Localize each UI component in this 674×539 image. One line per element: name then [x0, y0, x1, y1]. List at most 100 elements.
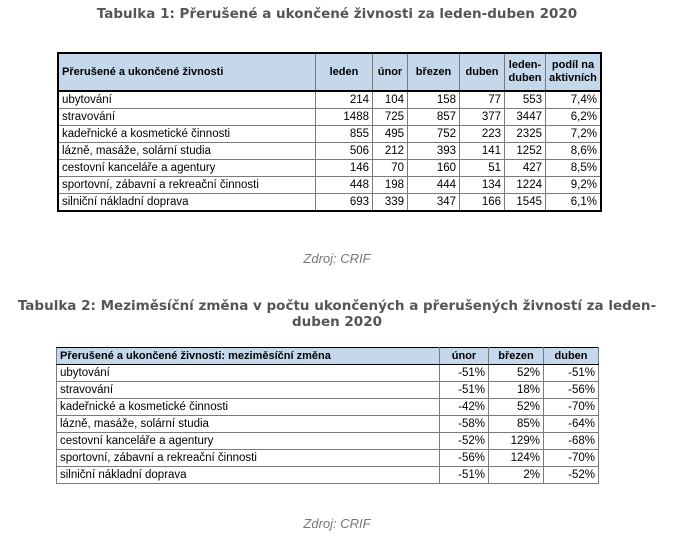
table1-header-share: podíl na aktivních	[545, 52, 602, 92]
table1-cell: 134	[459, 176, 505, 194]
table1-cell-name: sportovní, zábavní a rekreační činnosti	[57, 176, 316, 194]
table1-cell: 553	[504, 90, 546, 109]
table1-cell: 752	[407, 125, 460, 143]
table1-cell-name: silniční nákladní doprava	[57, 193, 316, 212]
table2-cell-name: cestovní kanceláře a agentury	[56, 432, 440, 450]
table-row: sportovní, zábavní a rekreační činnosti …	[56, 449, 599, 467]
table1-cell: 223	[459, 125, 505, 143]
table1-cell: 6,2%	[545, 108, 602, 126]
table-row: silniční nákladní doprava -51% 2% -52%	[56, 466, 599, 484]
table2-cell: -51%	[543, 364, 599, 382]
table1-cell: 1252	[504, 142, 546, 160]
table1-cell: 347	[407, 193, 460, 212]
table2-cell: 52%	[488, 364, 544, 382]
table1-cell-name: ubytování	[57, 90, 316, 109]
table1-cell: 8,5%	[545, 159, 602, 177]
table2-cell: -70%	[543, 398, 599, 416]
table1-cell: 198	[372, 176, 408, 194]
table1-caption: Tabulka 1: Přerušené a ukončené živnosti…	[96, 6, 578, 22]
table1-cell: 1224	[504, 176, 546, 194]
table2-cell-name: lázně, masáže, solární studia	[56, 415, 440, 433]
table1-cell: 70	[372, 159, 408, 177]
table2-cell: -42%	[439, 398, 489, 416]
table1-cell: 7,2%	[545, 125, 602, 143]
table1-cell-name: cestovní kanceláře a agentury	[57, 159, 316, 177]
table2-cell-name: stravování	[56, 381, 440, 399]
table1-cell: 377	[459, 108, 505, 126]
table1-cell: 339	[372, 193, 408, 212]
table1-cell: 506	[315, 142, 373, 160]
table2-header-row: Přerušené a ukončené živnosti: meziměsíč…	[56, 347, 599, 365]
table1-cell: 141	[459, 142, 505, 160]
table1-cell-name: lázně, masáže, solární studia	[57, 142, 316, 160]
table2-source: Zdroj: CRIF	[303, 516, 371, 531]
table2-cell: -52%	[543, 466, 599, 484]
table2-cell: 129%	[488, 432, 544, 450]
table1-cell: 146	[315, 159, 373, 177]
table2-cell-name: ubytování	[56, 364, 440, 382]
table2-header-name: Přerušené a ukončené živnosti: meziměsíč…	[56, 347, 440, 365]
table1-cell: 7,4%	[545, 90, 602, 109]
table1-cell: 6,1%	[545, 193, 602, 212]
table-row: cestovní kanceláře a agentury 146 70 160…	[57, 159, 602, 177]
table1-cell: 1545	[504, 193, 546, 212]
table1: Přerušené a ukončené živnosti leden únor…	[57, 52, 602, 212]
table-row: sportovní, zábavní a rekreační činnosti …	[57, 176, 602, 194]
table1-cell: 51	[459, 159, 505, 177]
table1-header-feb: únor	[372, 52, 408, 92]
table1-cell: 855	[315, 125, 373, 143]
table2-header-apr: duben	[543, 347, 599, 365]
table2-cell-name: silniční nákladní doprava	[56, 466, 440, 484]
table1-cell: 495	[372, 125, 408, 143]
table2-cell: -51%	[439, 364, 489, 382]
table1-cell: 166	[459, 193, 505, 212]
table1-cell: 104	[372, 90, 408, 109]
table2-cell: 2%	[488, 466, 544, 484]
table2-cell-name: kadeřnické a kosmetické činnosti	[56, 398, 440, 416]
table2-cell: -51%	[439, 466, 489, 484]
table2-caption: Tabulka 2: Meziměsíční změna v počtu uko…	[17, 298, 657, 330]
table1-cell: 725	[372, 108, 408, 126]
table-row: kadeřnické a kosmetické činnosti 855 495…	[57, 125, 602, 143]
table1-cell: 444	[407, 176, 460, 194]
table2-cell: -64%	[543, 415, 599, 433]
table2-header-feb: únor	[439, 347, 489, 365]
table1-cell-name: kadeřnické a kosmetické činnosti	[57, 125, 316, 143]
table1-cell: 2325	[504, 125, 546, 143]
table2-cell: 52%	[488, 398, 544, 416]
table2-cell: -56%	[439, 449, 489, 467]
table-row: stravování 1488 725 857 377 3447 6,2%	[57, 108, 602, 126]
table2-cell: 18%	[488, 381, 544, 399]
table-row: lázně, masáže, solární studia 506 212 39…	[57, 142, 602, 160]
table2-header-mar: březen	[488, 347, 544, 365]
table-row: lázně, masáže, solární studia -58% 85% -…	[56, 415, 599, 433]
table2-cell: -52%	[439, 432, 489, 450]
table2-cell: 85%	[488, 415, 544, 433]
table1-source: Zdroj: CRIF	[303, 251, 371, 266]
table1-cell: 3447	[504, 108, 546, 126]
table2-cell: -56%	[543, 381, 599, 399]
table-row: cestovní kanceláře a agentury -52% 129% …	[56, 432, 599, 450]
table1-cell: 160	[407, 159, 460, 177]
table1-cell: 212	[372, 142, 408, 160]
table1-header-total: leden- duben	[504, 52, 546, 92]
table1-cell: 448	[315, 176, 373, 194]
table1-cell: 393	[407, 142, 460, 160]
table1-cell: 9,2%	[545, 176, 602, 194]
table-row: ubytování 214 104 158 77 553 7,4%	[57, 90, 602, 109]
table2-cell: -70%	[543, 449, 599, 467]
table-row: ubytování -51% 52% -51%	[56, 364, 599, 382]
table1-cell: 857	[407, 108, 460, 126]
table1-cell: 158	[407, 90, 460, 109]
table1-header-jan: leden	[315, 52, 373, 92]
table-row: stravování -51% 18% -56%	[56, 381, 599, 399]
table1-header-row: Přerušené a ukončené živnosti leden únor…	[57, 52, 602, 92]
table1-cell: 427	[504, 159, 546, 177]
table2-cell: 124%	[488, 449, 544, 467]
table2-cell: -58%	[439, 415, 489, 433]
table1-cell-name: stravování	[57, 108, 316, 126]
table2-cell-name: sportovní, zábavní a rekreační činnosti	[56, 449, 440, 467]
table1-header-mar: březen	[407, 52, 460, 92]
table-row: silniční nákladní doprava 693 339 347 16…	[57, 193, 602, 212]
table2: Přerušené a ukončené živnosti: meziměsíč…	[56, 347, 599, 484]
